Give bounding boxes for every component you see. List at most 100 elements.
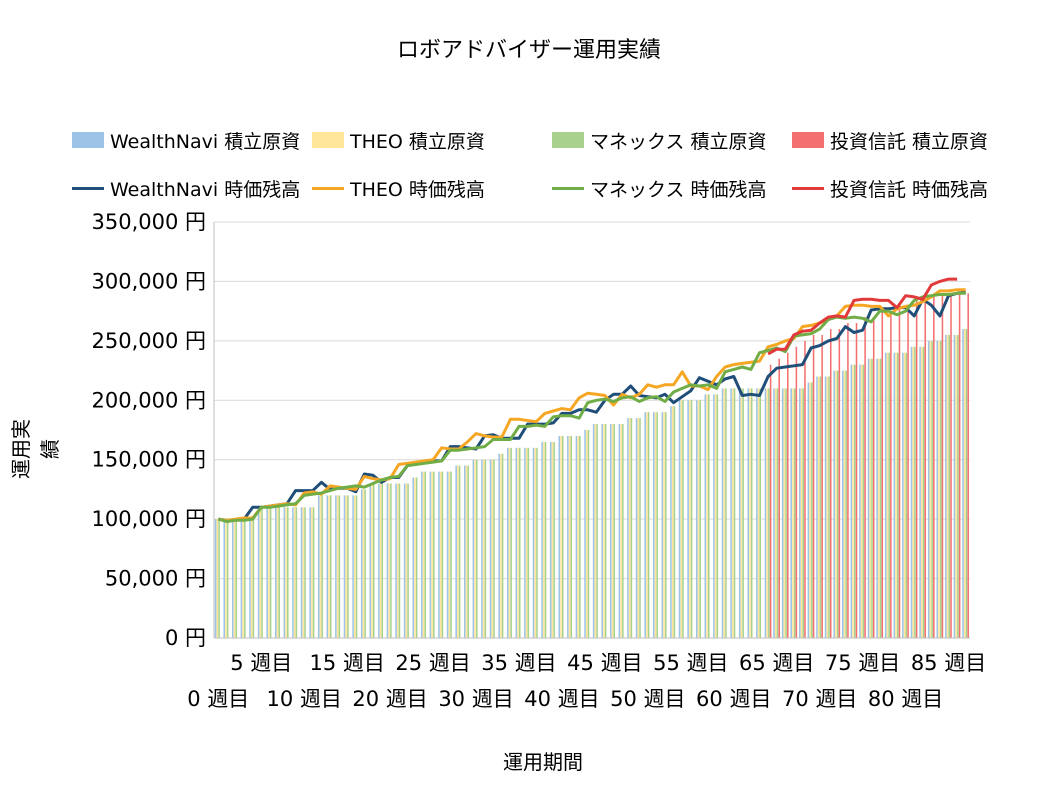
bar [835,370,837,638]
bar [467,465,469,638]
bar [927,340,930,638]
bar [493,459,495,638]
bar [613,424,616,638]
x-tick-label: 55 週目 [653,651,728,675]
bar [587,430,590,638]
legend-label: 投資信託 積立原資 [830,130,989,153]
bar [343,495,346,638]
bar [695,400,698,638]
bar [647,412,650,638]
bar [293,507,296,638]
bar [592,424,595,638]
bar [955,334,957,638]
bar [804,340,806,638]
bar [433,471,435,638]
bar [922,346,925,638]
bar [929,340,932,638]
bar [680,400,683,638]
x-tick-label: 70 週目 [782,687,857,711]
bar [214,519,217,638]
bar [656,412,658,638]
bar [360,489,363,638]
legend-row-bars: WealthNavi 積立原資 THEO 積立原資 マネックス 積立原資 投資信… [72,116,1032,164]
legend-item: 投資信託 積立原資 [792,127,1032,154]
x-tick-label: 60 週目 [696,687,771,711]
bar [876,358,878,638]
bar [800,388,803,638]
bar [941,293,944,638]
bar [811,382,813,638]
bar [756,388,758,638]
bar [907,305,909,638]
bar [790,388,792,638]
x-tick-label: 45 週目 [567,651,642,675]
bar [661,412,664,638]
x-tick-label: 40 週目 [524,687,599,711]
bar [611,424,614,638]
bar [783,388,786,638]
bar [881,311,884,638]
bar [945,334,947,638]
bar [738,388,741,638]
bar [319,495,322,638]
bar [847,323,849,638]
bar [950,293,952,638]
bar [553,441,555,638]
legend-label: 投資信託 時価残高 [830,178,989,201]
bar [714,394,717,638]
bar [867,358,870,638]
bar [446,471,449,638]
bar [596,424,598,638]
bar [381,483,384,638]
bar [957,334,959,638]
bar [862,364,865,638]
bar [421,471,423,638]
bar [285,507,287,638]
legend: WealthNavi 積立原資 THEO 積立原資 マネックス 積立原資 投資信… [72,116,1032,212]
bar [903,352,906,638]
bar [826,376,829,638]
bar [618,424,621,638]
bar [774,388,777,638]
legend-label: THEO 積立原資 [350,130,485,153]
bar [472,459,475,638]
bar [364,489,366,638]
bar [551,441,554,638]
bar [630,418,633,638]
legend-item: WealthNavi 積立原資 [72,127,312,154]
bar [833,370,835,638]
bar [601,424,603,638]
legend-item: THEO 時価残高 [312,175,552,202]
bar [429,471,432,638]
bar [287,507,289,638]
bar [326,495,329,638]
y-tick-label: 350,000 円 [91,210,206,234]
bar [379,483,382,638]
legend-swatch [552,132,584,148]
bar [733,388,736,638]
bar [439,471,442,638]
bar [560,435,562,638]
bar [721,388,724,638]
bar [673,406,676,638]
x-tick-label: 20 週目 [352,687,427,711]
bar [817,376,820,638]
bar [682,400,684,638]
bar [895,352,897,638]
bar [879,358,882,638]
bar [610,424,612,638]
bar [938,340,940,638]
bar [604,424,607,638]
bar [476,459,478,638]
chart-title: ロボアドバイザー運用実績 [396,38,661,63]
x-axis-title: 運用期間 [503,750,583,774]
bar [415,477,418,638]
y-tick-label: 50,000 円 [105,567,206,591]
bar [223,519,225,638]
bar [792,388,794,638]
bar [311,507,313,638]
bar [759,388,762,638]
bar [948,334,951,638]
bar [558,435,561,638]
bar [544,441,547,638]
